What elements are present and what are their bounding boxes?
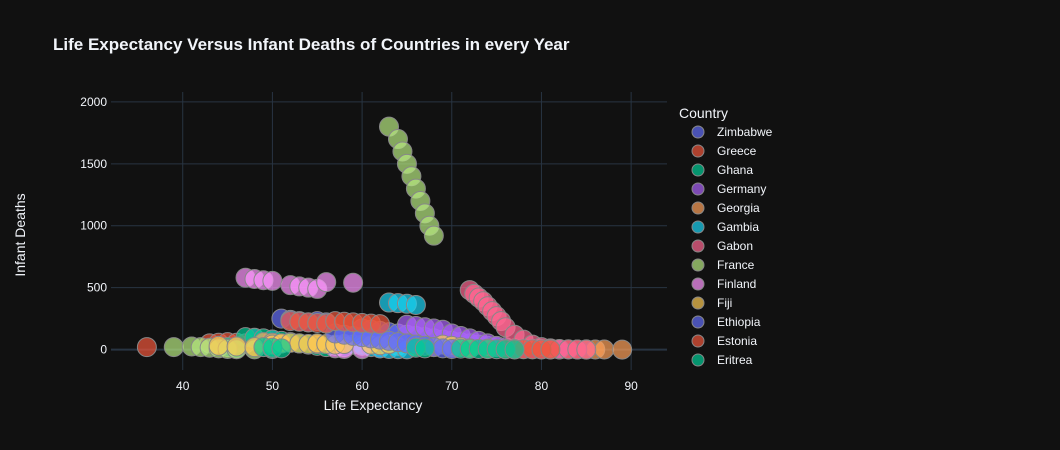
legend-label: Eritrea xyxy=(717,353,753,367)
legend-label: Finland xyxy=(717,277,756,291)
legend-label: Gabon xyxy=(717,239,753,253)
legend-item-france[interactable]: France xyxy=(691,258,755,272)
legend: Country Zimbabwe Greece Ghana Germany Georgi… xyxy=(679,105,773,367)
legend-marker xyxy=(691,296,705,310)
x-axis-ticks: 40 50 60 70 80 90 xyxy=(176,379,638,393)
x-tick-label: 60 xyxy=(355,379,369,393)
data-point[interactable] xyxy=(226,336,247,357)
x-tick-label: 90 xyxy=(624,379,638,393)
y-axis-ticks: 0 500 1000 1500 2000 xyxy=(80,95,107,357)
legend-marker xyxy=(691,201,705,215)
y-tick-label: 0 xyxy=(100,343,107,357)
legend-marker xyxy=(691,258,705,272)
legend-label: Gambia xyxy=(717,220,759,234)
data-point[interactable] xyxy=(405,294,426,315)
legend-label: Ghana xyxy=(717,163,753,177)
legend-item-eritrea[interactable]: Eritrea xyxy=(691,353,753,367)
legend-label: Germany xyxy=(717,182,766,196)
legend-marker xyxy=(691,220,705,234)
legend-marker xyxy=(691,353,705,367)
y-tick-label: 500 xyxy=(87,281,107,295)
data-point[interactable] xyxy=(423,225,444,246)
x-axis-title: Life Expectancy xyxy=(324,397,423,413)
legend-item-germany[interactable]: Germany xyxy=(691,182,766,196)
data-point[interactable] xyxy=(540,339,561,360)
data-point[interactable] xyxy=(343,272,364,293)
legend-item-fiji[interactable]: Fiji xyxy=(691,296,732,310)
legend-label: Ethiopia xyxy=(717,315,761,329)
legend-item-estonia[interactable]: Estonia xyxy=(691,334,757,348)
data-point[interactable] xyxy=(504,339,525,360)
y-axis-title: Infant Deaths xyxy=(12,193,28,276)
y-tick-label: 1500 xyxy=(80,157,107,171)
data-point[interactable] xyxy=(414,338,435,359)
x-tick-label: 40 xyxy=(176,379,190,393)
legend-marker xyxy=(691,277,705,291)
legend-item-gambia[interactable]: Gambia xyxy=(691,220,759,234)
legend-item-finland[interactable]: Finland xyxy=(691,277,756,291)
legend-label: Georgia xyxy=(717,201,760,215)
legend-item-ethiopia[interactable]: Ethiopia xyxy=(691,315,761,329)
legend-label: Fiji xyxy=(717,296,732,310)
data-points xyxy=(136,116,633,360)
legend-item-zimbabwe[interactable]: Zimbabwe xyxy=(691,125,773,139)
data-point[interactable] xyxy=(316,272,337,293)
legend-item-gabon[interactable]: Gabon xyxy=(691,239,753,253)
data-point[interactable] xyxy=(271,338,292,359)
legend-title: Country xyxy=(679,105,728,121)
data-point[interactable] xyxy=(208,335,229,356)
x-tick-label: 80 xyxy=(535,379,549,393)
data-point[interactable] xyxy=(612,339,633,360)
legend-label: Zimbabwe xyxy=(717,125,773,139)
y-tick-label: 2000 xyxy=(80,95,107,109)
legend-label: Estonia xyxy=(717,334,757,348)
legend-marker xyxy=(691,163,705,177)
data-point[interactable] xyxy=(576,339,597,360)
data-point[interactable] xyxy=(594,339,615,360)
legend-marker xyxy=(691,125,705,139)
legend-item-greece[interactable]: Greece xyxy=(691,144,757,158)
data-point[interactable] xyxy=(136,337,157,358)
legend-marker xyxy=(691,182,705,196)
data-point[interactable] xyxy=(262,270,283,291)
legend-marker xyxy=(691,144,705,158)
legend-marker xyxy=(691,239,705,253)
data-point[interactable] xyxy=(370,314,391,335)
legend-item-ghana[interactable]: Ghana xyxy=(691,163,753,177)
y-tick-label: 1000 xyxy=(80,219,107,233)
data-point[interactable] xyxy=(163,337,184,358)
series-eritrea xyxy=(253,337,525,360)
legend-label: Greece xyxy=(717,144,757,158)
x-tick-label: 50 xyxy=(266,379,280,393)
legend-marker xyxy=(691,334,705,348)
series-finland xyxy=(235,267,373,360)
legend-label: France xyxy=(717,258,755,272)
x-tick-label: 70 xyxy=(445,379,459,393)
chart-title: Life Expectancy Versus Infant Deaths of … xyxy=(53,35,570,54)
legend-item-georgia[interactable]: Georgia xyxy=(691,201,760,215)
legend-marker xyxy=(691,315,705,329)
